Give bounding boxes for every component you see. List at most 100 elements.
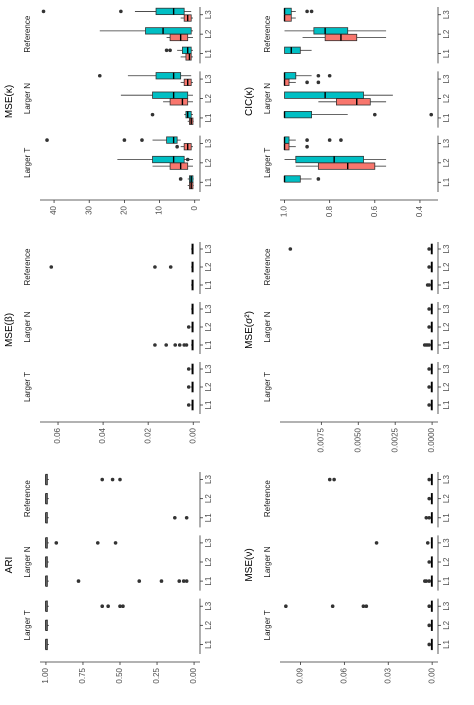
box-L2-L2 xyxy=(318,98,387,106)
box-L3-single xyxy=(427,363,433,375)
outlier-point xyxy=(164,343,168,347)
outlier-point xyxy=(140,138,144,142)
category-tick-label: L1 xyxy=(204,576,213,585)
box-iqr xyxy=(155,72,182,80)
box-L1-single xyxy=(424,512,433,524)
outlier-point xyxy=(49,265,54,269)
outlier-point xyxy=(173,515,177,520)
value-tick-label: 1.0 xyxy=(280,205,289,217)
box-L3-L1 xyxy=(283,72,332,80)
value-tick-label: 1.00 xyxy=(41,667,50,683)
box-L3-single xyxy=(284,600,433,612)
panel-title: MSE(σ²) xyxy=(244,311,255,349)
category-tick-label: L3 xyxy=(204,538,213,547)
value-tick-label: 0.04 xyxy=(98,427,107,443)
outlier-point xyxy=(186,367,191,371)
outlier-point xyxy=(118,604,122,609)
outlier-point xyxy=(153,343,157,347)
box-L3-L1 xyxy=(41,7,192,16)
category-tick-label: L2 xyxy=(442,620,451,629)
box-L1-L2 xyxy=(180,53,193,61)
facet-label: Larger N xyxy=(263,546,272,577)
outlier-point xyxy=(316,73,321,78)
outlier-point xyxy=(429,112,434,117)
box-iqr xyxy=(185,111,192,119)
panel-mse-sigma2: Reference L1 L2 L3 Larger N L1 L2 L3 Larger T L1 L… xyxy=(244,242,451,452)
value-tick-label: 0.03 xyxy=(383,667,392,683)
facet-label: Larger N xyxy=(23,83,32,114)
box-iqr xyxy=(145,27,192,35)
box-L3-L1 xyxy=(45,136,181,144)
outlier-point xyxy=(119,9,123,14)
box-L1-L2 xyxy=(187,117,194,125)
facet-label: Larger T xyxy=(23,610,32,640)
outlier-point xyxy=(361,604,366,609)
box-L1-single xyxy=(423,575,433,587)
value-tick-label: 0.09 xyxy=(296,667,305,683)
category-tick-label: L3 xyxy=(204,364,213,373)
outlier-point xyxy=(327,477,332,482)
outlier-point xyxy=(327,138,332,142)
outlier-point xyxy=(284,604,288,609)
facet-label: Larger N xyxy=(23,546,32,577)
outlier-point xyxy=(427,604,432,609)
category-tick-label: L3 xyxy=(442,364,451,373)
value-tick-label: 0 xyxy=(190,205,199,210)
category-tick-label: L3 xyxy=(442,601,451,610)
box-L1-L1 xyxy=(283,175,321,183)
outlier-point xyxy=(168,48,172,53)
box-L1-L1 xyxy=(164,46,193,54)
outlier-point xyxy=(159,579,164,583)
outlier-point xyxy=(427,642,432,647)
value-tick-label: 0.8 xyxy=(325,205,334,217)
facet-label: Larger N xyxy=(23,311,32,342)
category-tick-label: L2 xyxy=(204,382,213,391)
box-L2-L2 xyxy=(152,162,193,170)
outlier-point xyxy=(427,403,431,407)
category-tick-label: L3 xyxy=(204,138,213,147)
facet-label: Larger T xyxy=(23,372,32,402)
box-iqr xyxy=(182,46,192,54)
outlier-point xyxy=(316,177,321,181)
box-L3-L2 xyxy=(180,78,193,86)
box-L3-L2 xyxy=(175,143,193,151)
outlier-point xyxy=(427,496,432,501)
box-iqr xyxy=(336,98,371,106)
value-tick-label: 10 xyxy=(155,205,164,214)
box-L1-single xyxy=(45,638,49,651)
outlier-point xyxy=(54,541,59,545)
value-tick-label: 0.6 xyxy=(370,205,379,217)
category-tick-label: L2 xyxy=(204,557,213,566)
box-L3-L2 xyxy=(283,143,309,151)
category-tick-label: L2 xyxy=(204,262,213,271)
outlier-point xyxy=(305,144,309,149)
box-L3-L1 xyxy=(97,72,192,80)
box-L2-single xyxy=(49,261,194,273)
outlier-point xyxy=(330,604,335,609)
box-L1-single xyxy=(427,638,433,651)
box-L2-single xyxy=(45,493,49,505)
outlier-point xyxy=(177,343,182,347)
category-tick-label: L1 xyxy=(442,113,451,122)
box-iqr xyxy=(284,46,301,54)
value-tick-label: 0.06 xyxy=(53,427,62,443)
outlier-point xyxy=(427,385,431,389)
value-tick-label: 0.0075 xyxy=(316,427,325,452)
category-tick-label: L1 xyxy=(442,177,451,186)
category-tick-label: L2 xyxy=(204,620,213,629)
facet-label: Larger N xyxy=(263,83,272,114)
box-iqr xyxy=(284,111,312,119)
box-L1-single xyxy=(422,339,433,351)
value-tick-label: 30 xyxy=(84,205,93,214)
category-tick-label: L3 xyxy=(442,74,451,83)
facet-label: Reference xyxy=(263,15,272,52)
box-L3-single xyxy=(288,243,433,255)
category-tick-label: L2 xyxy=(204,322,213,331)
value-tick-label: 20 xyxy=(120,205,129,214)
category-tick-label: L1 xyxy=(204,513,213,522)
facet-label: Larger T xyxy=(23,148,32,178)
box-iqr xyxy=(284,72,297,80)
box-L3-L2 xyxy=(283,14,296,22)
